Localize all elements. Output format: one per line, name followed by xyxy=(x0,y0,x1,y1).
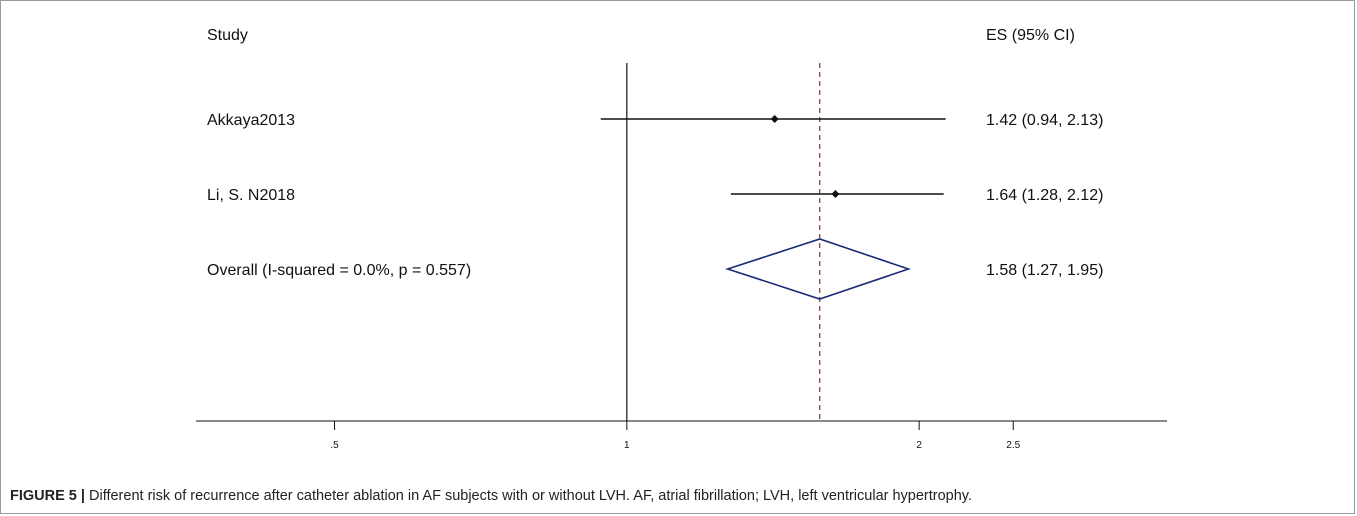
study-point-estimate xyxy=(831,190,840,198)
caption-label: FIGURE 5 | xyxy=(10,488,85,504)
es-header: ES (95% CI) xyxy=(986,27,1075,44)
plot-layer: .5 1 2 2.5 Akkaya2013 1.42 (0.94, 2.13) Li, S.… xyxy=(196,63,1167,451)
study-header: Study xyxy=(207,27,248,44)
study-point-estimate xyxy=(770,115,779,123)
x-tick-label: 2.5 xyxy=(1006,440,1020,451)
x-tick-label: .5 xyxy=(330,440,339,451)
forest-plot: Study ES (95% CI) .5 1 2 2.5 Akkaya2013 1.42 … xyxy=(196,27,1167,451)
caption-text: Different risk of recurrence after cathe… xyxy=(84,488,973,504)
overall-label: Overall (I-squared = 0.0%, p = 0.557) xyxy=(207,262,471,279)
study-label: Akkaya2013 xyxy=(207,112,295,129)
study-label: Li, S. N2018 xyxy=(207,187,295,204)
overall-diamond xyxy=(725,238,911,300)
study-es-value: 1.42 (0.94, 2.13) xyxy=(986,112,1103,129)
x-tick-label: 2 xyxy=(916,440,922,451)
study-es-value: 1.64 (1.28, 2.12) xyxy=(986,187,1103,204)
x-tick-label: 1 xyxy=(624,440,630,451)
overall-es-value: 1.58 (1.27, 1.95) xyxy=(986,262,1103,279)
figure-caption: FIGURE 5 | Different risk of recurrence … xyxy=(10,488,1340,504)
